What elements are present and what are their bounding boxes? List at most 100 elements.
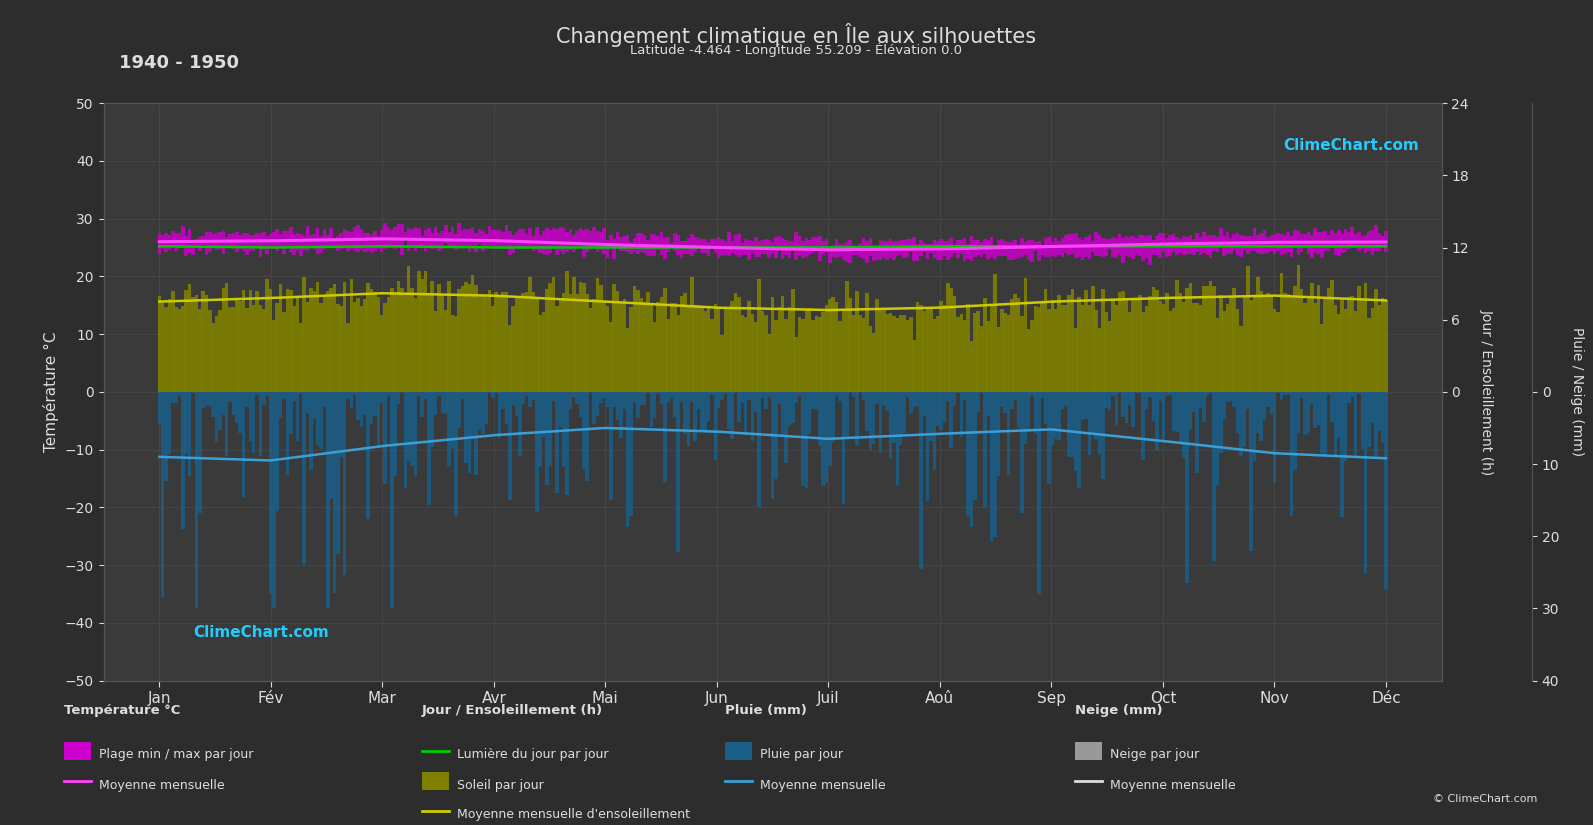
Bar xyxy=(342,281,346,392)
Bar xyxy=(1270,392,1273,414)
Bar xyxy=(1282,235,1287,254)
Bar xyxy=(629,392,632,516)
Bar xyxy=(511,235,515,253)
Text: Pluie (mm): Pluie (mm) xyxy=(725,704,806,717)
Bar xyxy=(1239,326,1243,392)
Bar xyxy=(895,318,898,392)
Bar xyxy=(363,299,366,392)
Bar xyxy=(1164,293,1169,392)
Bar xyxy=(1137,295,1142,392)
Bar xyxy=(1203,392,1206,422)
Bar xyxy=(1333,233,1337,255)
Bar xyxy=(862,238,865,259)
Bar xyxy=(414,392,417,475)
Bar xyxy=(185,392,188,455)
Bar xyxy=(460,286,465,392)
Bar xyxy=(288,392,293,434)
Bar xyxy=(269,392,272,594)
Bar xyxy=(1070,392,1074,457)
Bar xyxy=(228,234,233,248)
Bar xyxy=(279,392,282,418)
Bar xyxy=(687,392,690,446)
Text: Changement climatique en Île aux silhouettes: Changement climatique en Île aux silhoue… xyxy=(556,23,1037,47)
Bar xyxy=(249,235,252,251)
Bar xyxy=(524,292,529,392)
Bar xyxy=(1324,299,1327,392)
Bar xyxy=(623,236,626,252)
Bar xyxy=(1215,318,1219,392)
Bar xyxy=(376,297,381,392)
Bar xyxy=(959,392,964,437)
Bar xyxy=(221,392,225,415)
Bar xyxy=(1360,298,1364,392)
Bar xyxy=(1367,392,1372,447)
Bar xyxy=(366,233,370,251)
Bar xyxy=(478,295,481,392)
Bar xyxy=(666,392,671,403)
Bar xyxy=(1303,303,1306,392)
Bar xyxy=(1007,242,1010,261)
Bar xyxy=(1188,235,1192,254)
Bar xyxy=(973,392,977,500)
Bar xyxy=(1016,246,1021,258)
Bar xyxy=(919,240,922,256)
Bar xyxy=(916,243,919,262)
Bar xyxy=(898,239,903,255)
Bar xyxy=(1333,305,1337,392)
Bar xyxy=(801,318,804,392)
Bar xyxy=(989,392,994,541)
Bar xyxy=(639,392,644,405)
Bar xyxy=(521,293,526,392)
Bar xyxy=(1273,392,1276,483)
Bar xyxy=(319,392,323,449)
Bar xyxy=(252,304,255,392)
Bar xyxy=(1004,392,1007,413)
Bar xyxy=(309,235,312,247)
Bar xyxy=(376,392,381,448)
Bar xyxy=(849,240,852,263)
Bar xyxy=(929,243,933,253)
Bar xyxy=(1225,304,1230,392)
Bar xyxy=(683,293,687,392)
Bar xyxy=(723,392,728,394)
Bar xyxy=(384,392,387,483)
Bar xyxy=(303,392,306,564)
Bar xyxy=(1233,233,1236,251)
Bar xyxy=(349,392,354,408)
Bar xyxy=(741,315,744,392)
Bar xyxy=(787,241,792,258)
Bar xyxy=(464,392,468,463)
Bar xyxy=(959,314,964,392)
Bar xyxy=(303,236,306,250)
Bar xyxy=(421,392,424,417)
Bar xyxy=(905,320,910,392)
Bar xyxy=(844,242,849,262)
Bar xyxy=(720,239,723,256)
Bar xyxy=(1212,286,1215,392)
Bar xyxy=(472,227,475,247)
Bar xyxy=(871,392,876,444)
Bar xyxy=(919,305,922,392)
Bar xyxy=(225,283,228,392)
Y-axis label: Pluie / Neige (mm): Pluie / Neige (mm) xyxy=(1571,328,1585,456)
Bar xyxy=(417,392,421,396)
Bar xyxy=(1115,304,1118,392)
Bar xyxy=(201,237,205,245)
Bar xyxy=(427,229,430,246)
Bar xyxy=(178,392,182,396)
Bar xyxy=(333,392,336,593)
Bar xyxy=(774,319,777,392)
Bar xyxy=(636,392,640,418)
Bar xyxy=(185,236,188,256)
Bar xyxy=(647,292,650,392)
Bar xyxy=(411,392,414,466)
Bar xyxy=(986,392,991,417)
Bar xyxy=(892,241,895,260)
Bar xyxy=(757,392,761,507)
Bar xyxy=(242,392,245,497)
Bar xyxy=(650,234,653,256)
Bar xyxy=(1027,392,1031,429)
Bar xyxy=(390,288,393,392)
Bar xyxy=(430,233,433,249)
Bar xyxy=(188,392,191,476)
